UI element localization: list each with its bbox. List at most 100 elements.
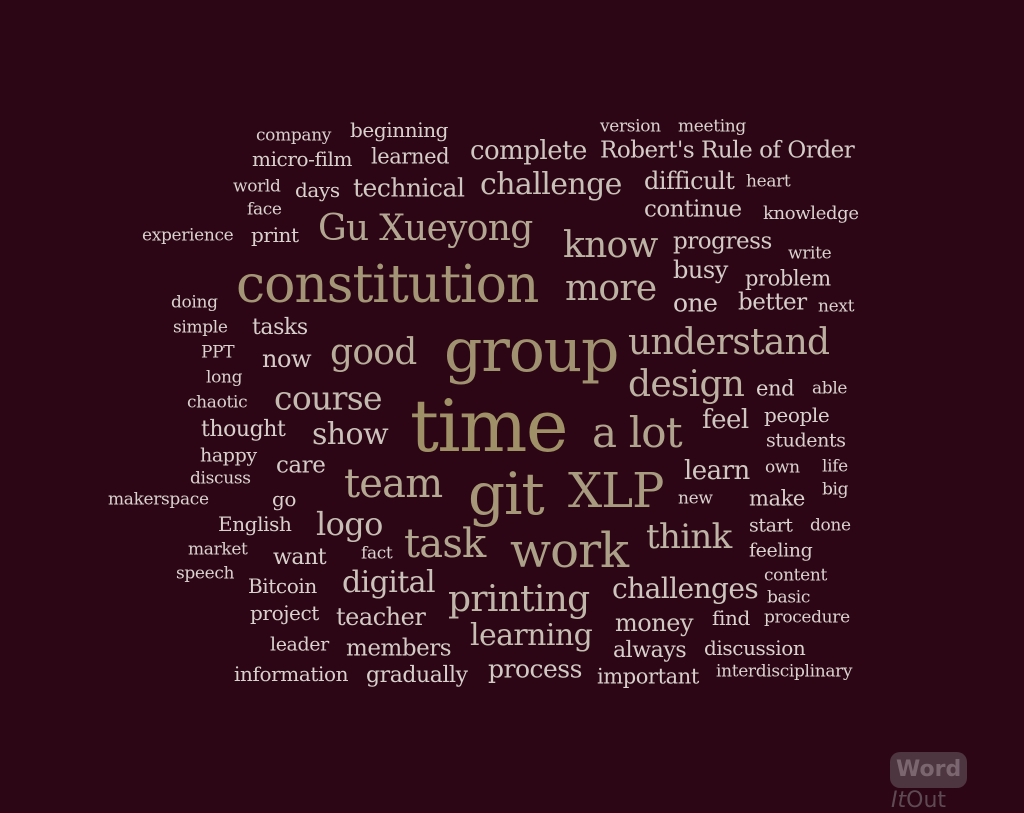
word-go: go bbox=[272, 487, 297, 511]
word-interdisciplinary: interdisciplinary bbox=[716, 661, 853, 682]
word-ppt: PPT bbox=[201, 342, 235, 363]
word-logo: logo bbox=[316, 505, 383, 543]
word-able: able bbox=[812, 378, 848, 399]
word-discuss: discuss bbox=[190, 468, 251, 489]
word-care: care bbox=[276, 452, 326, 479]
word-technical: technical bbox=[353, 173, 465, 203]
word-xlp: XLP bbox=[568, 463, 664, 519]
word-write: write bbox=[788, 243, 832, 264]
word-gradually: gradually bbox=[366, 663, 468, 688]
word-bitcoin: Bitcoin bbox=[248, 574, 317, 598]
word-challenge: challenge bbox=[480, 167, 622, 202]
word-simple: simple bbox=[173, 317, 228, 338]
word-beginning: beginning bbox=[350, 118, 449, 142]
word-long: long bbox=[206, 367, 243, 388]
word-difficult: difficult bbox=[644, 167, 735, 195]
word-happy: happy bbox=[200, 444, 257, 467]
word-more: more bbox=[565, 268, 657, 309]
word-market: market bbox=[188, 539, 248, 560]
word-now: now bbox=[262, 345, 312, 373]
word-thought: thought bbox=[201, 417, 286, 442]
word-team: team bbox=[344, 461, 443, 507]
word-makerspace: makerspace bbox=[108, 489, 209, 510]
word-busy: busy bbox=[673, 256, 728, 284]
word-knowledge: knowledge bbox=[763, 203, 859, 224]
word-leader: leader bbox=[270, 633, 329, 656]
wordle-logo[interactable]: WordItOut bbox=[890, 752, 1020, 813]
word-company: company bbox=[256, 125, 332, 146]
word-chaotic: chaotic bbox=[187, 392, 248, 413]
word-people: people bbox=[764, 403, 830, 427]
word-speech: speech bbox=[176, 563, 235, 584]
word-experience: experience bbox=[142, 225, 234, 246]
word-course: course bbox=[274, 378, 383, 418]
word-project: project bbox=[250, 601, 319, 625]
word-digital: digital bbox=[342, 565, 436, 600]
word-think: think bbox=[646, 517, 732, 557]
word-content: content bbox=[764, 565, 827, 586]
word-next: next bbox=[818, 296, 855, 317]
word-members: members bbox=[346, 635, 452, 662]
logo-word: Word bbox=[890, 752, 968, 788]
word-want: want bbox=[273, 545, 327, 570]
word-know: know bbox=[563, 225, 658, 266]
word-days: days bbox=[295, 178, 340, 202]
word-make: make bbox=[749, 486, 805, 511]
word-own: own bbox=[765, 457, 800, 478]
word-world: world bbox=[233, 176, 281, 197]
word-heart: heart bbox=[746, 171, 791, 192]
word-doing: doing bbox=[171, 292, 218, 313]
word-progress: progress bbox=[673, 228, 772, 255]
word-feel: feel bbox=[702, 405, 749, 435]
word-process: process bbox=[488, 654, 582, 684]
word-english: English bbox=[218, 512, 292, 536]
word-time: time bbox=[410, 384, 569, 468]
word-show: show bbox=[312, 417, 389, 452]
word-students: students bbox=[766, 429, 846, 452]
word-meeting: meeting bbox=[678, 116, 746, 137]
word-procedure: procedure bbox=[764, 607, 850, 628]
word-task: task bbox=[404, 521, 486, 567]
word-better: better bbox=[738, 289, 807, 316]
word-work: work bbox=[510, 523, 629, 579]
word-tasks: tasks bbox=[252, 315, 308, 340]
word-complete: complete bbox=[470, 136, 587, 166]
word-group: group bbox=[444, 316, 619, 386]
word-gu-xueyong: Gu Xueyong bbox=[318, 208, 533, 249]
word-life: life bbox=[822, 456, 848, 477]
word-continue: continue bbox=[644, 196, 742, 223]
word-a-lot: a lot bbox=[592, 408, 683, 457]
word-understand: understand bbox=[628, 322, 830, 363]
word-important: important bbox=[597, 664, 699, 689]
word-always: always bbox=[613, 638, 687, 663]
logo-out: Out bbox=[906, 788, 947, 813]
word-basic: basic bbox=[767, 587, 810, 608]
word-robert-s-rule-of-order: Robert's Rule of Order bbox=[600, 137, 855, 164]
word-challenges: challenges bbox=[612, 572, 759, 605]
word-teacher: teacher bbox=[336, 603, 426, 631]
word-version: version bbox=[600, 116, 661, 137]
word-discussion: discussion bbox=[704, 636, 806, 660]
word-learning: learning bbox=[470, 618, 593, 653]
word-printing: printing bbox=[448, 579, 590, 620]
word-feeling: feeling bbox=[749, 539, 813, 562]
word-git: git bbox=[468, 460, 545, 528]
word-print: print bbox=[251, 223, 299, 247]
word-new: new bbox=[678, 488, 713, 509]
word-micro-film: micro-film bbox=[252, 147, 353, 171]
word-constitution: constitution bbox=[236, 255, 539, 315]
word-fact: fact bbox=[361, 543, 393, 564]
word-learned: learned bbox=[371, 144, 450, 169]
word-learn: learn bbox=[684, 456, 750, 486]
word-done: done bbox=[810, 515, 851, 536]
word-one: one bbox=[673, 288, 718, 318]
word-good: good bbox=[330, 332, 417, 373]
word-money: money bbox=[615, 609, 694, 637]
word-design: design bbox=[628, 364, 745, 405]
word-end: end bbox=[756, 376, 795, 401]
word-start: start bbox=[749, 514, 793, 537]
word-face: face bbox=[247, 199, 282, 220]
word-big: big bbox=[822, 479, 849, 500]
word-information: information bbox=[234, 662, 349, 686]
